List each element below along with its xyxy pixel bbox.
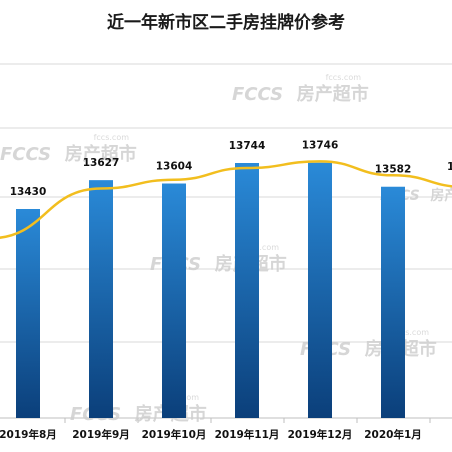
watermark-text: 房产超市 xyxy=(297,83,369,105)
watermark-domain: fccs.com xyxy=(244,243,280,252)
data-label: 13604 xyxy=(156,161,193,173)
data-label: 13746 xyxy=(302,140,339,152)
x-tick-label: 2019年11月 xyxy=(215,428,280,441)
x-tick-label: 2019年10月 xyxy=(142,428,207,441)
watermark-brand: FCCS xyxy=(0,144,51,165)
x-tick-label: 2019年12月 xyxy=(288,428,353,441)
watermark-brand: FCCS xyxy=(232,84,283,105)
bars xyxy=(16,162,405,418)
chart-title: 近一年新市区二手房挂牌价参考 xyxy=(107,12,345,33)
bar xyxy=(89,180,113,418)
data-label: 13744 xyxy=(229,140,266,152)
bar xyxy=(16,209,40,418)
data-label: 13582 xyxy=(375,164,412,176)
trend-line xyxy=(0,160,452,239)
watermark-text: 房产超市 xyxy=(430,187,452,204)
bar xyxy=(235,163,259,418)
trend-line-layer xyxy=(0,160,452,239)
bar xyxy=(162,183,186,418)
watermark-domain: fccs.com xyxy=(326,73,362,82)
x-tick-label: 2020年1月 xyxy=(364,428,422,441)
data-label: 13430 xyxy=(10,186,47,198)
data-label: 13627 xyxy=(83,157,120,169)
x-axis-tick-labels: 2019年8月 2019年9月 2019年10月 2019年11月 2019年12月 20… xyxy=(0,428,452,441)
x-tick-label: 2019年8月 xyxy=(0,428,57,441)
data-label-partial: 1 xyxy=(447,161,452,173)
watermark-text: 房产超市 xyxy=(65,143,137,165)
x-tick-label: 2019年9月 xyxy=(72,428,130,441)
bar xyxy=(308,162,332,418)
watermark-domain: fccs.com xyxy=(394,328,430,337)
value-labels: 13430 13627 13604 13744 13746 13582 1 xyxy=(10,140,452,198)
grid-lines xyxy=(0,63,452,423)
watermark-domain: fccs.com xyxy=(94,133,130,142)
bar xyxy=(381,186,405,418)
